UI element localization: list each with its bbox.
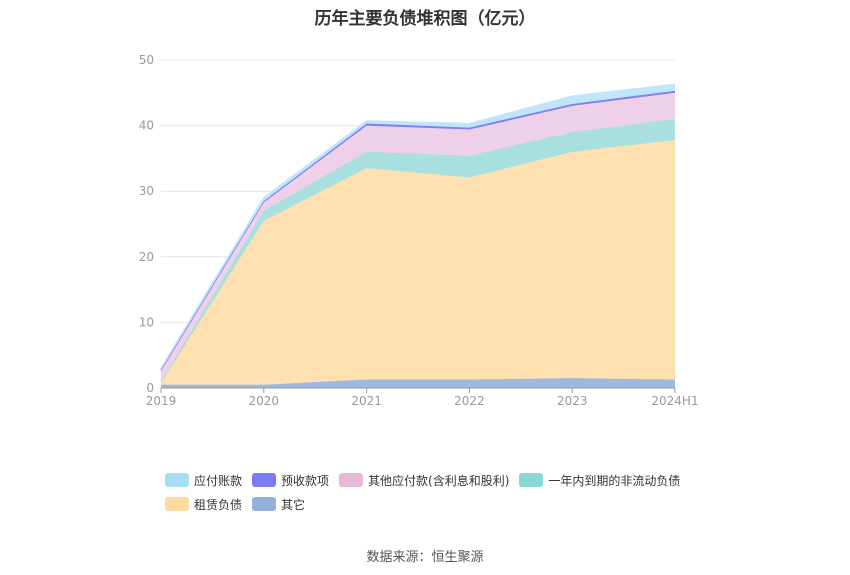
data-source-note: 数据来源：恒生聚源 — [366, 550, 484, 565]
legend-item[interactable]: 应付账款 — [165, 472, 242, 488]
x-tick-label: 2019 — [146, 394, 177, 408]
area-series-0 — [161, 378, 675, 388]
legend-label: 其他应付款(含利息和股利) — [368, 473, 510, 488]
legend-swatch — [165, 473, 189, 487]
legend-label: 应付账款 — [194, 473, 243, 488]
legend-item[interactable]: 其他应付款(含利息和股利) — [339, 472, 509, 488]
y-tick-label: 0 — [146, 381, 154, 395]
chart-title: 历年主要负债堆积图（亿元） — [314, 9, 536, 29]
legend-swatch — [252, 497, 277, 511]
legend-swatch — [339, 473, 364, 487]
y-tick-label: 20 — [139, 250, 154, 264]
legend-swatch — [252, 473, 277, 487]
legend-item[interactable]: 一年内到期的非流动负债 — [519, 472, 680, 488]
y-axis-labels: 0 10 20 30 40 50 — [139, 53, 154, 395]
area-series-2 — [161, 119, 675, 383]
x-tick-label: 2021 — [351, 394, 382, 408]
x-tick-label: 2024H1 — [651, 394, 698, 408]
legend-label: 一年内到期的非流动负债 — [548, 473, 681, 488]
legend-swatch — [165, 497, 189, 511]
legend-item[interactable]: 预收款项 — [252, 472, 329, 488]
area-series — [160, 83, 676, 388]
y-tick-label: 10 — [139, 315, 154, 329]
x-tick-label: 2023 — [557, 394, 588, 408]
legend-label: 其它 — [281, 497, 306, 512]
legend-swatch — [519, 473, 544, 487]
y-tick-label: 50 — [139, 53, 154, 67]
y-tick-label: 30 — [139, 184, 154, 198]
chart-legend: 应付账款 预收款项 其他应付款(含利息和股利) 一年内到期的非流动负债租赁负债 其它 — [165, 472, 725, 520]
stacked-area-chart: 0 10 20 30 40 50 2019 2020 2021 2022 2023 2024H1 — [139, 53, 699, 408]
y-tick-label: 40 — [139, 119, 154, 133]
legend-item[interactable]: 其它 — [252, 496, 305, 512]
legend-label: 租赁负债 — [194, 497, 243, 512]
x-tick-label: 2022 — [454, 394, 485, 408]
x-tick-label: 2020 — [249, 394, 280, 408]
area-series-1 — [161, 140, 675, 385]
legend-label: 预收款项 — [281, 473, 330, 488]
legend-item[interactable]: 租赁负债 — [165, 496, 242, 512]
area-series-3 — [161, 92, 675, 382]
series-line-5 — [160, 83, 676, 369]
x-axis: 2019 2020 2021 2022 2023 2024H1 — [146, 387, 699, 408]
